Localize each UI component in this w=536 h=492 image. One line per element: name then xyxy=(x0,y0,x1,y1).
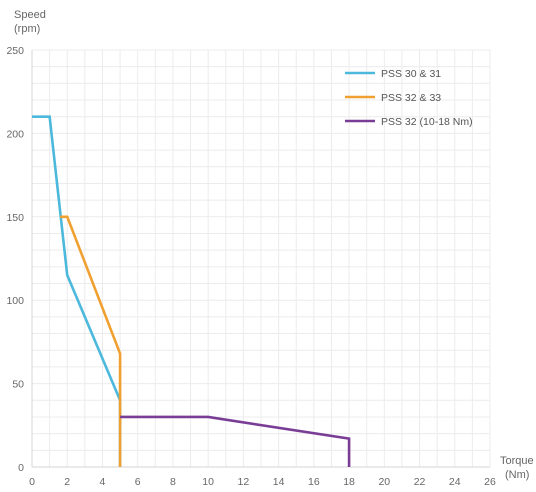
y-tick-label: 0 xyxy=(18,462,24,474)
x-tick-label: 2 xyxy=(64,476,70,488)
y-tick-label: 50 xyxy=(12,379,24,391)
y-axis-title-line-2: (rpm) xyxy=(14,23,40,35)
y-tick-label: 250 xyxy=(6,45,24,57)
x-tick-label: 4 xyxy=(100,476,106,488)
axes xyxy=(31,50,490,468)
x-tick-label: 26 xyxy=(484,476,496,488)
x-tick-label: 16 xyxy=(308,476,320,488)
x-tick-label: 18 xyxy=(343,476,355,488)
x-axis-title-line-1: Torque xyxy=(500,455,534,467)
x-tick-label: 12 xyxy=(238,476,250,488)
series-line-2 xyxy=(60,215,122,467)
x-tick-label: 24 xyxy=(449,476,461,488)
series-line-1 xyxy=(32,115,122,467)
x-tick-label: 22 xyxy=(414,476,426,488)
x-tick-label: 0 xyxy=(29,476,35,488)
y-tick-label: 150 xyxy=(6,212,24,224)
x-tick-labels: 0 2 4 6 8 10 12 14 16 18 20 22 24 26 xyxy=(29,476,496,488)
legend-label-1: PSS 30 & 31 xyxy=(381,68,441,80)
x-tick-label: 6 xyxy=(135,476,141,488)
legend: PSS 30 & 31 PSS 32 & 33 PSS 32 (10-18 Nm) xyxy=(345,68,473,128)
series-lines xyxy=(32,115,351,467)
x-axis-title-line-2: (Nm) xyxy=(505,469,529,481)
y-tick-label: 100 xyxy=(6,295,24,307)
x-tick-label: 10 xyxy=(202,476,214,488)
grid xyxy=(31,49,491,468)
y-tick-labels: 0 50 100 150 200 250 xyxy=(6,45,24,474)
x-tick-label: 8 xyxy=(170,476,176,488)
legend-label-2: PSS 32 & 33 xyxy=(381,92,441,104)
x-tick-label: 14 xyxy=(273,476,285,488)
legend-label-3: PSS 32 (10-18 Nm) xyxy=(381,116,473,128)
y-tick-label: 200 xyxy=(6,128,24,140)
series-line-3 xyxy=(120,415,351,467)
y-axis-title-line-1: Speed xyxy=(14,9,46,21)
x-tick-label: 20 xyxy=(378,476,390,488)
